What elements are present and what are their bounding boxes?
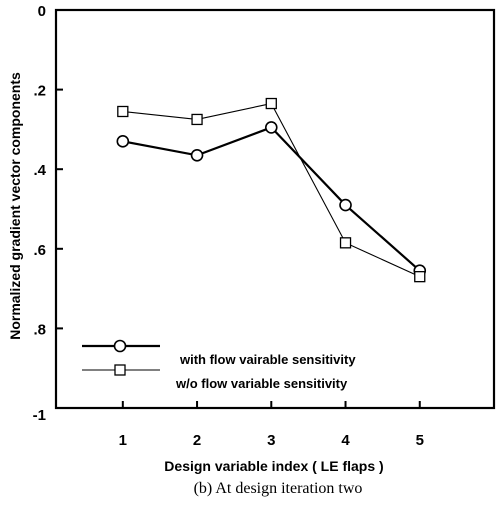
legend-label: w/o flow variable sensitivity	[175, 376, 348, 391]
y-axis-label: Normalized gradient vector components	[7, 72, 23, 340]
series-2-point	[117, 105, 129, 118]
x-tick-label: 4	[341, 432, 350, 449]
legend-label: with flow vairable sensitivity	[179, 352, 356, 367]
y-tick-label: .6	[33, 242, 46, 259]
series-2-point	[191, 113, 203, 126]
series-2-point	[265, 97, 277, 110]
x-tick-label: 3	[267, 432, 275, 449]
figure-caption: (b) At design iteration two	[194, 480, 363, 497]
x-tick-label: 5	[416, 432, 424, 449]
y-tick-label: 0	[38, 3, 46, 20]
y-axis-ticks: 0 .2 .4 .6 .8 -1	[33, 3, 63, 424]
plot-frame	[54, 8, 496, 410]
x-tick-label: 1	[119, 432, 127, 449]
legend: with flow vairable sensitivity w/o flow v…	[82, 339, 356, 391]
series-line-1	[122, 126, 421, 272]
series-1-point	[190, 148, 204, 162]
series-layer	[116, 97, 427, 283]
legend-swatch-marker	[113, 339, 127, 353]
x-axis-label: Design variable index ( LE flaps )	[164, 458, 383, 474]
series-2-point	[414, 271, 426, 283]
legend-swatch-marker	[114, 364, 126, 376]
x-tick-label: 2	[193, 432, 201, 449]
y-tick-label: -1	[33, 407, 46, 424]
series-1-point	[339, 198, 352, 212]
series-2-point	[339, 237, 352, 249]
series-1-point	[264, 121, 278, 134]
series-1-point	[116, 135, 130, 148]
y-tick-label: .4	[33, 162, 46, 179]
y-tick-label: .2	[33, 83, 46, 100]
x-axis-ticks: 1 2 3 4 5	[119, 401, 424, 449]
y-tick-label: .8	[33, 321, 46, 338]
